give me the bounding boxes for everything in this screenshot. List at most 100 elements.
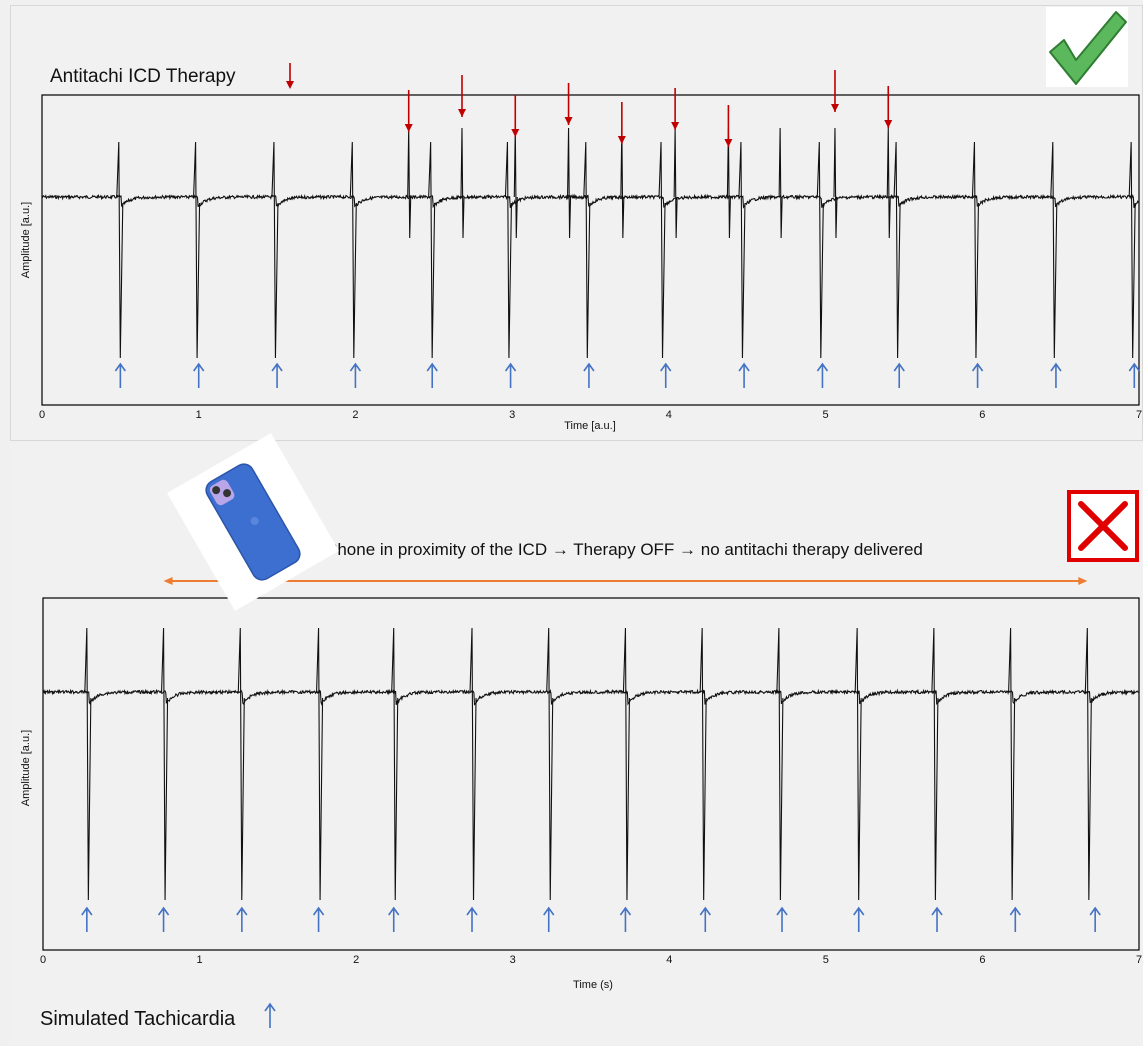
chart2-frame (42, 597, 1140, 951)
chart2-y-axis-label: Amplitude [a.u.] (20, 730, 32, 806)
blue-up-arrow (236, 906, 248, 932)
red-down-arrowhead (404, 124, 413, 132)
red-down-arrowhead (724, 139, 733, 147)
x-tick-label: 5 (823, 954, 829, 966)
blue-up-arrow (619, 906, 632, 932)
ventricular-beat-spike (161, 627, 169, 901)
ventricular-beat-spike (854, 627, 862, 901)
chart1-ecg-trace (41, 127, 1140, 359)
ventricular-beat-spike (271, 141, 279, 359)
ventricular-beat-spike (931, 627, 939, 901)
blue-up-arrow (971, 362, 984, 388)
pacing-spike (673, 127, 678, 239)
simulated-tachicardia-label: Simulated Tachicardia (40, 1008, 236, 1030)
blue-up-arrow (893, 362, 905, 388)
x-tick-label: 0 (40, 954, 46, 966)
blue-up-arrow (931, 906, 943, 932)
ventricular-beat-spike (504, 141, 512, 359)
blue-up-arrow (543, 906, 555, 932)
pacing-spike (726, 127, 731, 239)
blue-up-arrow (466, 906, 478, 932)
x-tick-label: 3 (510, 954, 516, 966)
ventricular-beat-spike (316, 627, 324, 901)
chart2-arrows (81, 906, 1101, 932)
chart1-y-axis-label: Amplitude [a.u.] (20, 202, 32, 278)
ventricular-beat-spike (622, 627, 630, 901)
chart2-x-ticks: 0 1 2 3 4 5 6 7 (40, 954, 1142, 966)
blue-up-arrow (1050, 362, 1062, 388)
ventricular-beat-spike (738, 141, 746, 359)
ventricular-beat-spike (1050, 141, 1058, 359)
blue-up-arrow (699, 906, 711, 932)
x-tick-label: 0 (39, 409, 45, 421)
chart2-x-axis-label: Time (s) (573, 979, 613, 991)
ventricular-beat-spike (469, 627, 477, 901)
blue-up-arrow (776, 906, 788, 932)
blue-up-arrow (738, 362, 750, 388)
pacing-spike (513, 127, 518, 239)
chart1-arrows (114, 70, 1140, 388)
x-tick-label: 1 (197, 954, 203, 966)
ventricular-beat-spike (116, 141, 124, 359)
blue-up-arrow (660, 362, 672, 388)
chart2-ecg-trace (42, 627, 1140, 901)
red-down-arrowhead (457, 109, 466, 117)
chart1-x-ticks: 0 1 2 3 4 5 6 7 (39, 409, 1142, 421)
x-tick-label: 2 (353, 954, 359, 966)
x-tick-label: 1 (196, 409, 202, 421)
proximity-range-arrow (163, 577, 1088, 585)
blue-up-arrow (271, 362, 283, 388)
blue-up-arrow (312, 906, 325, 932)
ventricular-beat-spike (1008, 627, 1016, 901)
blue-up-arrow (1128, 362, 1140, 388)
pacing-spike (460, 127, 465, 239)
pacing-spike (620, 127, 625, 239)
x-tick-label: 4 (666, 409, 672, 421)
ventricular-beat-spike (546, 627, 554, 901)
ventricular-beat-spike (391, 627, 399, 901)
ventricular-beat-spike (237, 627, 245, 901)
chart1-frame (41, 94, 1140, 406)
check-mark-icon (1046, 7, 1128, 87)
blue-up-arrow (157, 906, 170, 932)
ventricular-beat-spike (658, 141, 666, 359)
x-tick-label: 7 (1136, 954, 1142, 966)
ecg-baseline (42, 688, 1140, 706)
chart1-x-axis-label: Time [a.u.] (564, 420, 616, 432)
ventricular-beat-spike (193, 141, 201, 359)
red-down-arrowhead (617, 136, 626, 144)
red-down-arrowhead (671, 122, 680, 130)
blue-up-arrow (81, 906, 93, 932)
blue-up-arrow (193, 362, 205, 388)
x-tick-label: 3 (509, 409, 515, 421)
x-tick-label: 7 (1136, 409, 1142, 421)
red-down-arrowhead (884, 120, 893, 128)
range-arrow-left-head (163, 577, 173, 585)
pacing-spike (407, 127, 412, 239)
chart-simulated-tachicardia: Time (s) Amplitude [a.u.] 0 1 2 3 4 5 6 7 (20, 577, 1142, 991)
ventricular-beat-spike (1084, 627, 1092, 901)
blue-up-arrow (388, 906, 400, 932)
blue-up-arrow (349, 362, 362, 388)
blue-up-arrow (853, 906, 865, 932)
ventricular-beat-spike (816, 141, 824, 359)
top-panel-title: Antitachi ICD Therapy (50, 66, 236, 87)
legend-blue-arrow (264, 1002, 276, 1028)
pacing-spike (833, 127, 838, 239)
ventricular-beat-spike (1128, 141, 1136, 359)
red-down-arrowhead (511, 129, 520, 137)
blue-up-arrow (1009, 906, 1021, 932)
blue-up-arrow (583, 362, 595, 388)
ventricular-beat-spike (893, 141, 901, 359)
range-arrow-right-head (1078, 577, 1088, 585)
blue-up-arrow (504, 362, 517, 388)
chart-antitachi-therapy: Time [a.u.] Amplitude [a.u.] 0 1 2 3 4 5 6 7 (20, 70, 1142, 432)
ventricular-beat-spike (428, 141, 436, 359)
therapy-off-annotation: Phone in proximity of the ICD → Therapy … (326, 540, 923, 559)
ventricular-beat-spike (349, 141, 357, 359)
blue-up-arrow (114, 362, 127, 388)
ventricular-beat-spike (84, 627, 92, 901)
x-tick-label: 4 (666, 954, 672, 966)
x-tick-label: 2 (352, 409, 358, 421)
